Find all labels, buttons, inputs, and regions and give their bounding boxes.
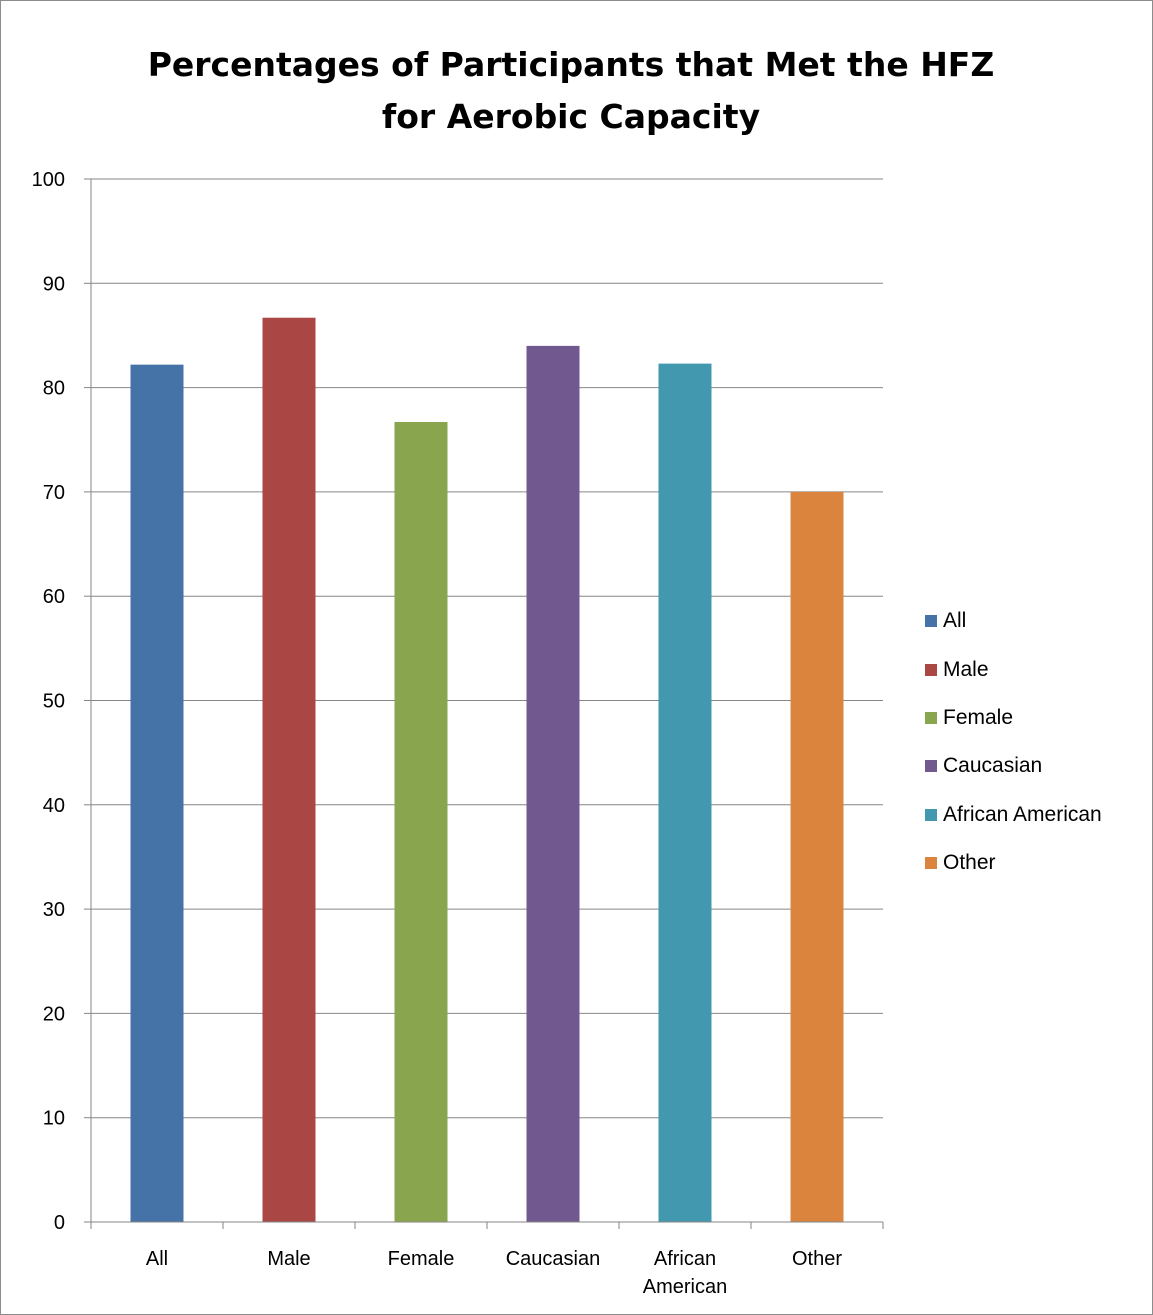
y-tick-label: 50 [43,691,65,713]
legend-swatch [925,711,937,724]
y-tick-label: 0 [54,1212,65,1234]
legend-label: Other [943,851,996,875]
y-tick-label: 70 [43,482,65,504]
y-tick-label: 40 [43,795,65,817]
bar-other [790,491,844,1222]
chart-title: Percentages of Participants that Met the… [41,39,1101,143]
chart-title-line-1: Percentages of Participants that Met the… [147,45,995,84]
bar-caucasian [526,345,580,1222]
y-tick-label: 60 [43,586,65,608]
x-tick-label: Caucasian [506,1248,601,1270]
x-tick-label: African [654,1248,716,1270]
legend-item: Caucasian [925,742,1102,790]
y-tick-label: 20 [43,1003,65,1025]
x-tick-label: American [643,1276,727,1298]
bar-female [394,422,448,1222]
y-tick-label: 30 [43,899,65,921]
bars [130,317,844,1223]
legend-swatch [925,615,937,628]
gridlines [91,178,883,1119]
legend-swatch [925,808,937,821]
x-tick-label: Female [388,1248,455,1270]
legend-swatch [925,760,937,773]
legend-item: Female [925,694,1102,742]
y-tick-label: 10 [43,1108,65,1130]
legend-label: Caucasian [943,754,1043,778]
legend-swatch [925,663,937,676]
legend-swatch [925,857,937,870]
legend-label: African American [943,802,1102,826]
bar-male [262,317,316,1222]
x-tick-label: Other [792,1248,842,1270]
axes [84,178,884,1229]
bar-all [130,364,184,1222]
legend-label: Female [943,705,1014,729]
x-tick-label: All [146,1248,168,1270]
y-tick-label: 100 [32,169,65,191]
x-tick-label: Male [267,1248,310,1270]
legend-item: All [925,597,1102,645]
legend-item: Male [925,645,1102,693]
legend-label: Male [943,657,989,681]
y-tick-label: 80 [43,378,65,400]
y-tick-label: 90 [43,273,65,295]
legend: All Male Female Caucasian African American Ot… [925,597,1102,887]
bar-african-american [658,363,712,1223]
chart-title-line-2: for Aerobic Capacity [381,97,761,136]
legend-item: African American [925,791,1102,839]
y-tick-labels: 0 10 20 30 40 50 60 70 80 90 100 [32,169,65,1234]
x-tick-labels: All Male Female Caucasian African American Oth… [146,1248,842,1298]
legend-label: All [943,609,967,633]
legend-item: Other [925,839,1102,887]
